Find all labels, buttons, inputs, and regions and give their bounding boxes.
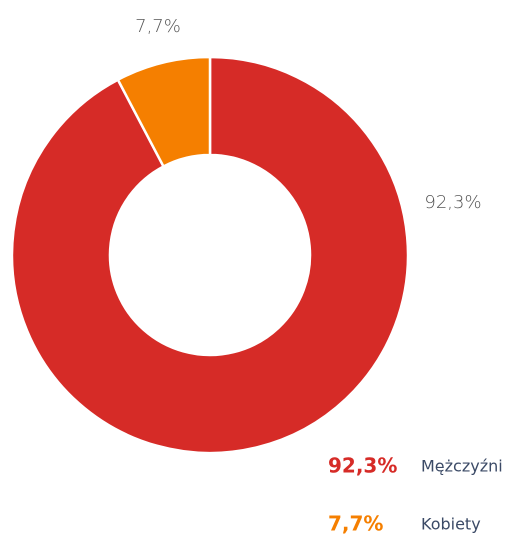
legend-value: 92,3% <box>328 454 397 478</box>
legend-value: 7,7% <box>328 512 383 536</box>
data-label: 7,7% <box>135 16 181 37</box>
legend-label: Mężczyźni <box>421 457 503 476</box>
data-label: 92,3% <box>424 192 481 213</box>
donut-slice <box>116 55 212 169</box>
legend-label: Kobiety <box>421 515 481 534</box>
donut-slice <box>10 55 410 455</box>
